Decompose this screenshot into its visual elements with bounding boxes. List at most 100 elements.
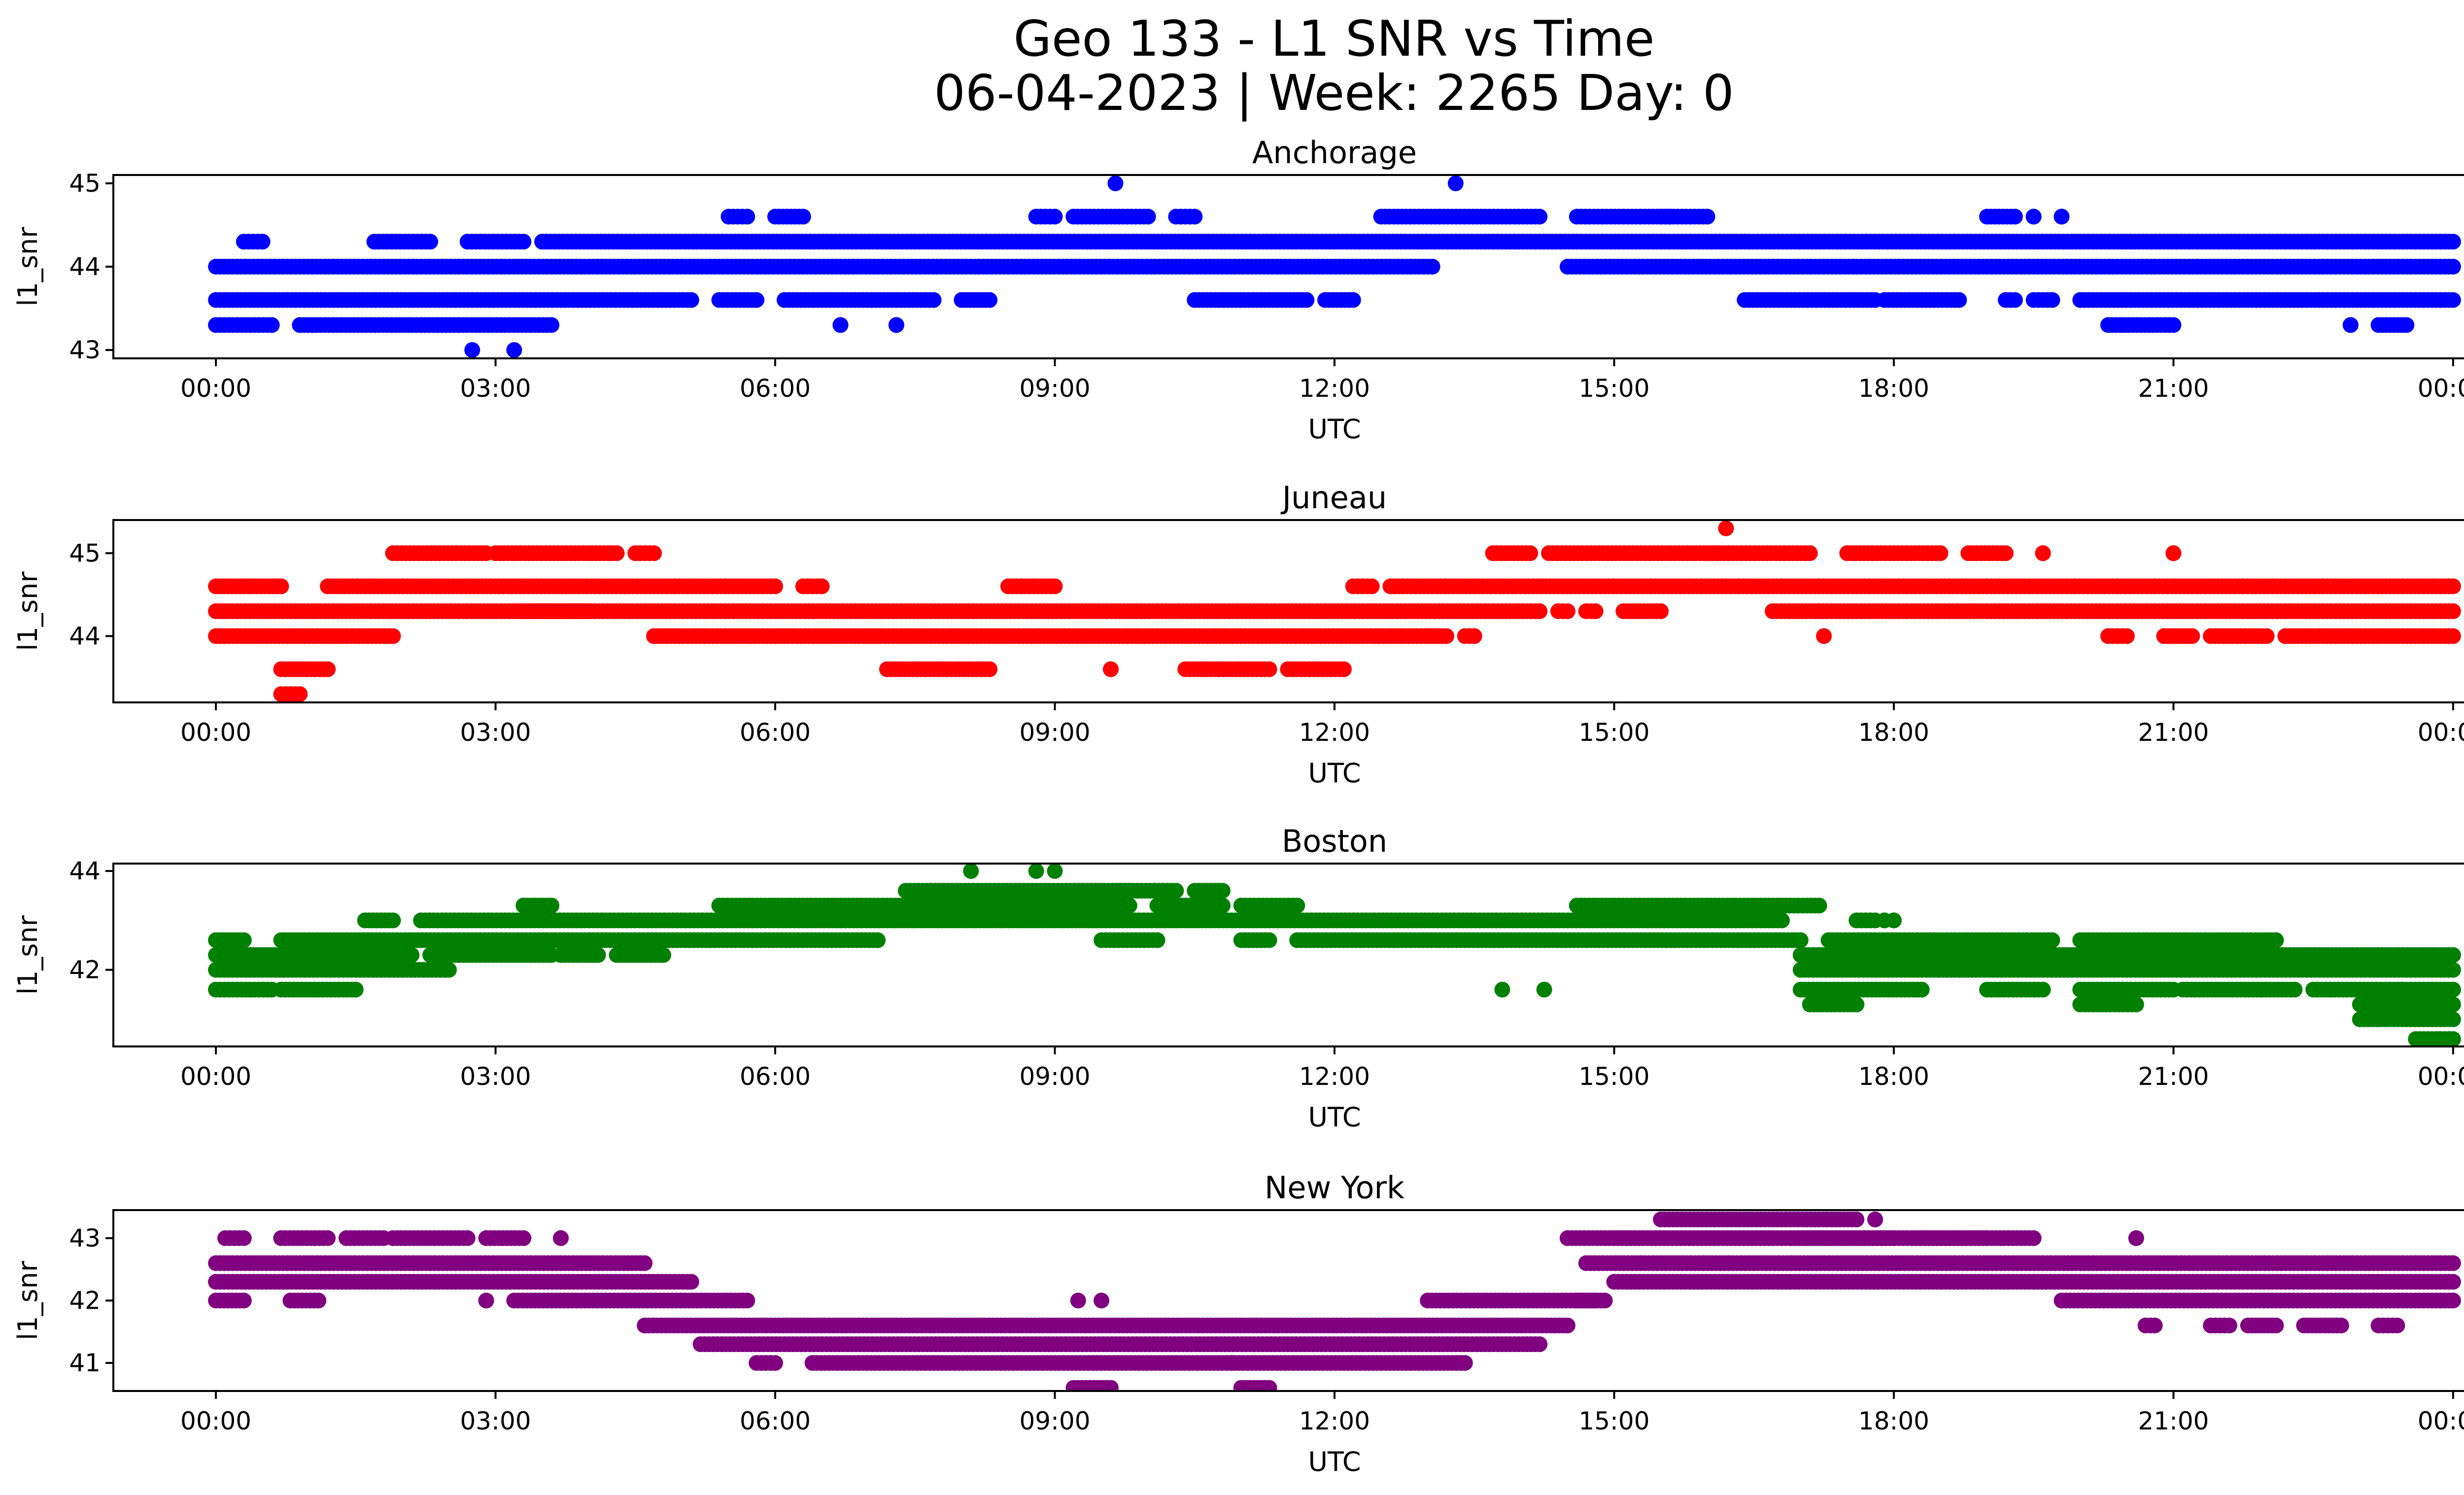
data-point xyxy=(385,628,401,644)
data-point xyxy=(2445,981,2461,998)
data-point xyxy=(739,209,755,225)
data-point xyxy=(2025,209,2042,225)
data-point xyxy=(1103,1380,1119,1391)
data-point xyxy=(749,292,765,308)
data-point xyxy=(590,947,606,963)
data-point xyxy=(1914,981,1930,998)
data-point xyxy=(385,912,401,929)
data-point xyxy=(2445,947,2461,963)
data-point xyxy=(1121,898,1137,914)
data-point xyxy=(683,292,699,308)
data-point xyxy=(1447,175,1464,191)
data-point xyxy=(1494,981,1510,998)
data-point xyxy=(515,234,532,250)
data-point xyxy=(1532,209,1548,225)
data-point xyxy=(795,209,811,225)
data-point xyxy=(646,545,662,561)
data-point xyxy=(1364,578,1380,594)
data-point xyxy=(2007,209,2023,225)
data-point xyxy=(832,317,849,333)
x-tick-label: 09:00 xyxy=(1019,374,1090,403)
data-point xyxy=(2044,932,2060,948)
x-tick-label: 00:00 xyxy=(2418,718,2464,747)
y-axis-label: l1_snr xyxy=(12,571,43,651)
data-point xyxy=(1932,545,1949,561)
panel-title: Boston xyxy=(1282,823,1387,859)
data-point xyxy=(1816,628,1832,644)
data-point xyxy=(1299,292,1315,308)
data-point xyxy=(1140,209,1156,225)
x-tick-label: 21:00 xyxy=(2138,374,2209,403)
panel-title: Anchorage xyxy=(1252,135,1417,171)
data-point xyxy=(1261,932,1277,948)
data-point xyxy=(422,234,439,250)
data-point xyxy=(1699,209,1715,225)
data-point xyxy=(544,898,560,914)
data-point xyxy=(1848,996,1865,1012)
x-tick-label: 15:00 xyxy=(1578,374,1649,403)
x-tick-label: 18:00 xyxy=(1858,1062,1929,1091)
data-point xyxy=(1047,578,1063,594)
data-point xyxy=(1215,883,1231,899)
data-point xyxy=(767,1355,783,1371)
x-tick-label: 09:00 xyxy=(1019,1062,1090,1091)
data-point xyxy=(2394,981,2410,998)
data-point xyxy=(2342,317,2359,333)
data-point xyxy=(1149,932,1165,948)
data-point xyxy=(404,947,420,963)
x-tick-label: 15:00 xyxy=(1578,718,1649,747)
x-tick-label: 09:00 xyxy=(1019,718,1090,747)
data-point xyxy=(1811,898,1827,914)
data-point xyxy=(1107,175,1124,191)
data-point xyxy=(1466,628,1482,644)
scatter-points xyxy=(208,520,2461,702)
x-tick-label: 12:00 xyxy=(1299,718,1370,747)
data-point xyxy=(2445,259,2461,275)
data-point xyxy=(1261,661,1277,677)
data-point xyxy=(2035,981,2051,998)
x-axis-label: UTC xyxy=(1308,758,1361,789)
data-point xyxy=(1802,545,1818,561)
y-tick-label: 44 xyxy=(69,622,101,650)
data-point xyxy=(1653,603,1669,619)
x-tick-label: 18:00 xyxy=(1858,718,1929,747)
data-point xyxy=(2044,292,2060,308)
data-point xyxy=(2398,317,2415,333)
data-point xyxy=(1951,292,1967,308)
data-point xyxy=(1345,292,1361,308)
data-point xyxy=(1424,259,1440,275)
y-tick-label: 44 xyxy=(69,252,101,281)
x-tick-label: 00:00 xyxy=(180,374,251,403)
data-point xyxy=(1289,898,1305,914)
data-point xyxy=(982,292,998,308)
data-point xyxy=(814,578,830,594)
data-point xyxy=(1811,603,1827,619)
x-tick-label: 21:00 xyxy=(2138,718,2209,747)
data-point xyxy=(2445,996,2461,1012)
y-tick-label: 43 xyxy=(69,336,101,364)
data-point xyxy=(1438,628,1454,644)
data-point xyxy=(2035,545,2051,561)
data-point xyxy=(1187,209,1203,225)
data-point xyxy=(273,578,289,594)
data-point xyxy=(1718,520,1734,536)
panel-title: Juneau xyxy=(1280,480,1387,516)
data-point xyxy=(1877,912,1893,929)
x-axis-label: UTC xyxy=(1308,1102,1361,1133)
x-tick-label: 00:00 xyxy=(2418,374,2464,403)
data-point xyxy=(506,342,522,358)
data-point xyxy=(1998,545,2014,561)
data-point xyxy=(870,932,886,948)
data-point xyxy=(655,947,671,963)
data-point xyxy=(292,686,308,702)
data-point xyxy=(2259,628,2275,644)
data-point xyxy=(1335,661,1352,677)
data-point xyxy=(609,545,625,561)
y-tick-label: 45 xyxy=(69,539,101,567)
data-point xyxy=(1532,603,1548,619)
data-point xyxy=(963,864,979,879)
